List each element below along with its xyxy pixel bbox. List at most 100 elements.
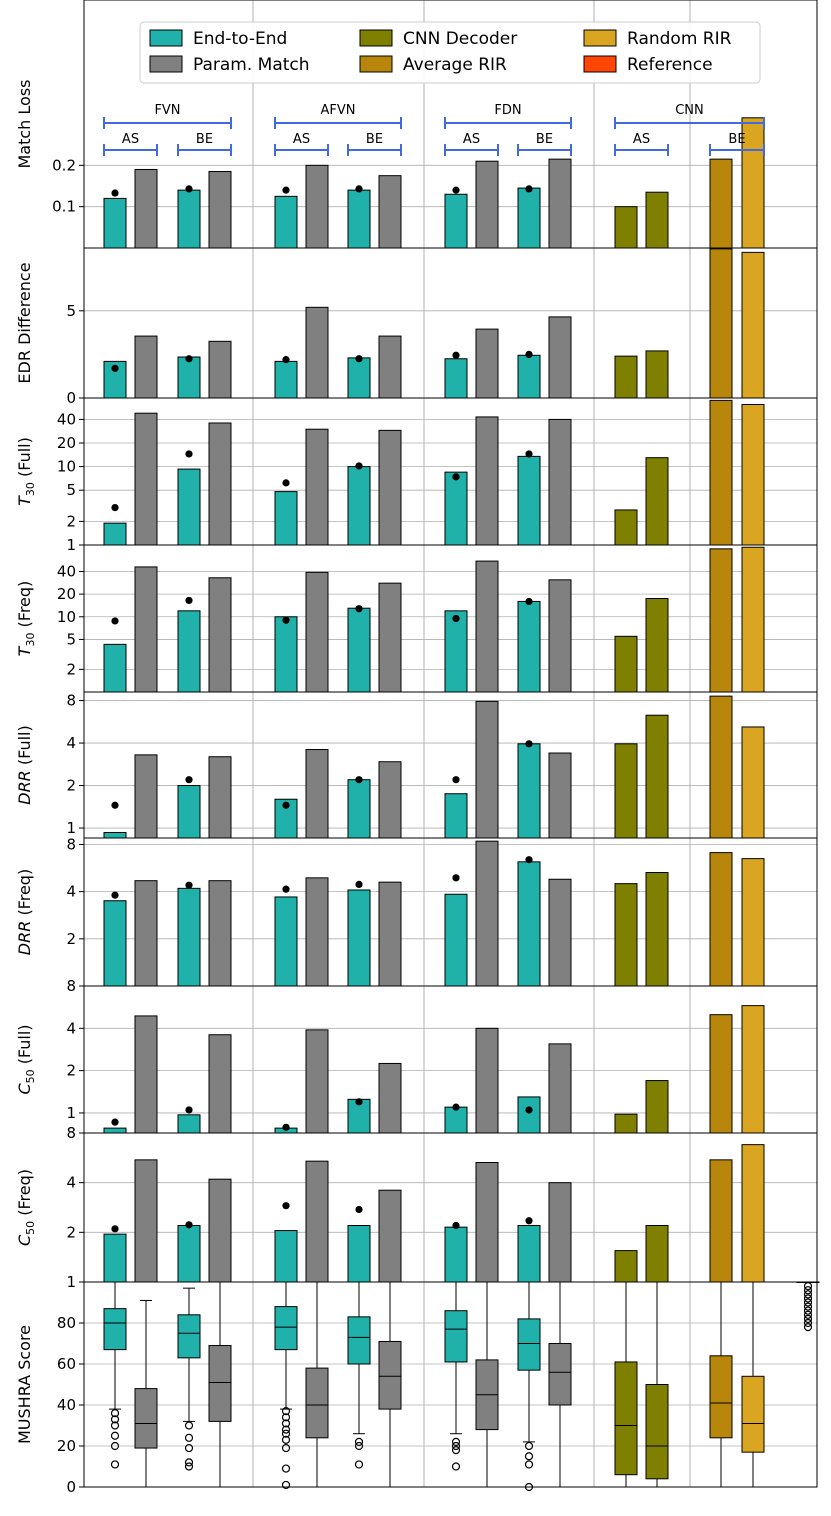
- panel-5: 2 4 8 DRR (Freq): [15, 835, 818, 987]
- legend-label: Reference: [627, 55, 713, 75]
- sub-group-label: BE: [366, 132, 383, 147]
- bar: [741, 251, 765, 399]
- bar: [444, 610, 468, 693]
- reference-dot: [355, 355, 363, 363]
- y-axis-label: EDR Difference: [15, 262, 34, 383]
- bar: [475, 1162, 499, 1283]
- bar: [208, 422, 232, 546]
- outlier: [354, 1441, 364, 1451]
- outlier: [451, 1441, 461, 1451]
- bar: [274, 491, 298, 546]
- outlier: [803, 1294, 813, 1303]
- reference-dot: [525, 740, 533, 748]
- y-axis-label: T30 (Full): [15, 437, 37, 506]
- bar: [475, 560, 499, 693]
- box: [177, 1314, 201, 1359]
- bar: [645, 1080, 669, 1134]
- outlier: [281, 1425, 291, 1434]
- panel-1: 0 5 EDR Difference: [15, 247, 818, 407]
- panel-2: 1 2 5 10 20 40 T30 (Full): [15, 397, 818, 554]
- bar: [103, 1127, 127, 1134]
- reference-dot: [355, 185, 363, 193]
- reference-dot: [452, 614, 460, 623]
- bar: [103, 643, 127, 693]
- bar: [475, 1027, 499, 1134]
- reference-dot: [525, 597, 533, 606]
- y-tick-label: 4: [66, 1174, 76, 1192]
- bar: [475, 700, 499, 839]
- y-tick-label: 40: [57, 1396, 76, 1414]
- bar: [475, 840, 499, 987]
- bar: [645, 1225, 669, 1283]
- bar: [378, 429, 402, 546]
- y-tick-label: 1: [66, 819, 76, 837]
- y-tick-label: 10: [57, 608, 76, 626]
- bar: [709, 695, 733, 839]
- reference-dot: [111, 1225, 119, 1233]
- bar: [614, 1250, 638, 1283]
- bar: [177, 468, 201, 546]
- bar: [305, 428, 329, 546]
- bar: [475, 160, 499, 249]
- bar: [475, 328, 499, 399]
- outlier: [184, 1462, 194, 1471]
- y-tick-label: 2: [66, 930, 76, 948]
- outlier: [803, 1302, 813, 1311]
- bar: [475, 416, 499, 546]
- bar: [517, 1225, 541, 1283]
- bar: [177, 785, 201, 839]
- outlier: [281, 1435, 291, 1444]
- bar: [378, 761, 402, 839]
- outlier: [184, 1443, 194, 1453]
- bar: [103, 831, 127, 839]
- reference-dot: [452, 473, 460, 481]
- reference-dot: [355, 1205, 363, 1214]
- y-tick-label: 2: [66, 660, 76, 678]
- panel-3: 2 5 10 20 40 T30 (Freq): [15, 544, 818, 693]
- bar: [305, 877, 329, 987]
- y-tick-label: 2: [66, 512, 76, 530]
- y-axis-label: MUSHRA Score: [15, 1325, 34, 1444]
- bar: [177, 887, 201, 987]
- bar: [305, 164, 329, 249]
- bar: [305, 571, 329, 693]
- bar: [103, 522, 127, 546]
- box: [274, 1306, 298, 1351]
- reference-dot: [452, 1103, 460, 1111]
- bar: [444, 193, 468, 249]
- bar: [378, 1062, 402, 1134]
- group-label: FVN: [154, 103, 180, 118]
- outlier: [451, 1445, 461, 1455]
- reference-dot: [452, 186, 460, 194]
- reference-dot: [282, 356, 290, 364]
- bar: [208, 171, 232, 249]
- y-tick-label: 4: [66, 883, 76, 901]
- reference-dot: [185, 1221, 193, 1229]
- box: [741, 1375, 765, 1453]
- reference-dot: [185, 596, 193, 605]
- reference-dot: [111, 364, 119, 372]
- y-tick-label: 10: [57, 458, 76, 476]
- legend: End-to-End Param. Match CNN Decoder Average…: [139, 21, 761, 84]
- y-tick-label: 2: [66, 1223, 76, 1241]
- bar: [208, 1034, 232, 1134]
- bar: [741, 858, 765, 987]
- bar: [274, 360, 298, 399]
- y-tick-label: 5: [66, 630, 76, 648]
- reference-dot: [525, 856, 533, 864]
- bar: [548, 878, 572, 987]
- bar: [347, 189, 371, 249]
- box: [444, 1310, 468, 1363]
- legend-label: Random RIR: [627, 29, 732, 49]
- panel-8: 0 20 40 60 80 MUSHRA Score: [15, 1281, 820, 1496]
- y-axis-label: Match Loss: [15, 80, 34, 169]
- y-tick-label: 1: [66, 1104, 76, 1122]
- reference-dot: [111, 1118, 119, 1126]
- sub-group-label: AS: [463, 132, 480, 147]
- outlier: [354, 1437, 364, 1447]
- sub-group-label: BE: [728, 132, 745, 147]
- y-tick-label: 0: [66, 1478, 76, 1496]
- reference-dot: [355, 605, 363, 613]
- reference-dot: [185, 776, 193, 784]
- outlier: [110, 1409, 120, 1418]
